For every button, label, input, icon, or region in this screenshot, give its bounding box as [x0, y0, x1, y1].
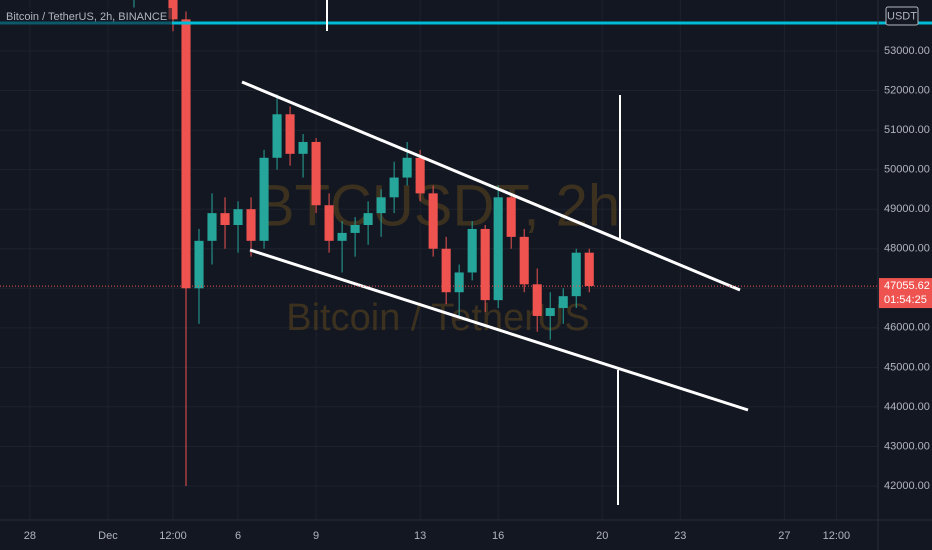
- candle-body: [259, 157, 269, 241]
- x-tick-label: 28: [24, 530, 36, 542]
- y-tick-label: 48000.00: [884, 243, 930, 255]
- candle-body: [493, 197, 503, 301]
- candle-body: [506, 197, 516, 237]
- x-tick-label: 13: [414, 530, 426, 542]
- x-tick-label: 12:00: [823, 530, 851, 542]
- watermark: BTCUSDT, 2h: [256, 173, 620, 238]
- candle-body: [207, 213, 217, 241]
- candle-body: [584, 252, 594, 287]
- candle-body: [415, 157, 425, 194]
- candle-body: [246, 209, 256, 241]
- drawings: [241, 0, 749, 505]
- y-tick-label: 50000.00: [884, 164, 930, 176]
- x-tick-label: 16: [492, 530, 504, 542]
- candles: [133, 0, 594, 486]
- candle-body: [532, 284, 542, 316]
- channel-lower: [249, 248, 749, 412]
- candle-body: [376, 197, 386, 214]
- candle-body: [194, 240, 204, 289]
- candle-body: [350, 225, 360, 233]
- header: Bitcoin / TetherUS, 2h, BINANCE: [6, 11, 167, 23]
- y-tick-label: 42000.00: [884, 480, 930, 492]
- countdown: 01:54:25: [884, 294, 927, 306]
- candle-body: [298, 141, 308, 154]
- x-tick-label: 23: [674, 530, 686, 542]
- candle-body: [311, 141, 321, 206]
- watermark-subtitle: Bitcoin / TetherUS: [286, 297, 589, 339]
- currency[interactable]: USDT: [887, 10, 917, 22]
- y-tick-label: 46000.00: [884, 322, 930, 334]
- y-tick-label: 44000.00: [884, 401, 930, 413]
- y-tick-label: 45000.00: [884, 361, 930, 373]
- x-tick-label: 6: [235, 530, 241, 542]
- candle-body: [545, 308, 555, 316]
- y-tick-label: 49000.00: [884, 203, 930, 215]
- y-tick-label: 51000.00: [884, 124, 930, 136]
- candle-body: [272, 114, 282, 158]
- x-tick-label: Dec: [98, 530, 118, 542]
- y-tick-label: 43000.00: [884, 440, 930, 452]
- candle-body: [233, 209, 243, 226]
- candle-body: [441, 248, 451, 293]
- candle-body: [181, 19, 191, 289]
- channel-upper: [241, 80, 741, 292]
- candle-body: [363, 213, 373, 226]
- candle-body: [454, 272, 464, 293]
- candle-body: [558, 296, 568, 309]
- candle-body: [467, 228, 477, 273]
- x-tick-label: 9: [313, 530, 319, 542]
- candle-body: [519, 236, 529, 285]
- x-tick-label: 12:00: [159, 530, 187, 542]
- x-tick-label: 20: [596, 530, 608, 542]
- last-price-label: 47055.62: [884, 280, 930, 292]
- candle-body: [337, 232, 347, 241]
- candle-body: [402, 157, 412, 178]
- candle-body: [428, 193, 438, 249]
- candle-body: [571, 252, 581, 297]
- y-tick-label: 53000.00: [884, 45, 930, 57]
- candle-body: [220, 213, 230, 226]
- candle-body: [168, 0, 178, 20]
- grid: [0, 0, 878, 520]
- candle-body: [285, 114, 295, 154]
- candle-body: [389, 177, 399, 198]
- y-tick-label: 52000.00: [884, 84, 930, 96]
- last-price-box: [879, 278, 932, 309]
- header-bg: [0, 8, 172, 25]
- candle-body: [324, 205, 334, 241]
- x-tick-label: 27: [778, 530, 790, 542]
- candle-body: [480, 228, 490, 301]
- currency-box[interactable]: [885, 6, 919, 26]
